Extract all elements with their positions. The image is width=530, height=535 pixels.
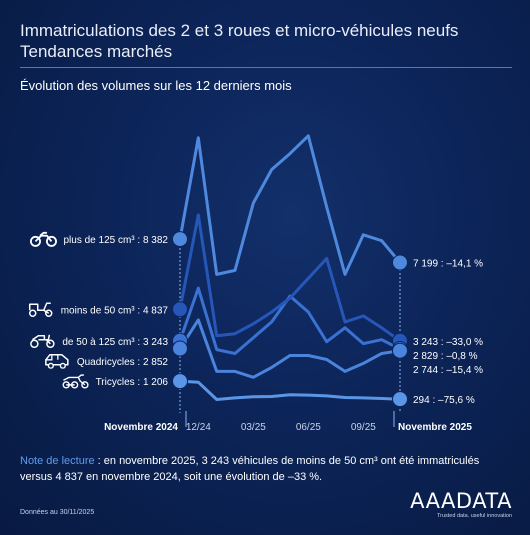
start-marker-quadricycles	[172, 340, 188, 357]
start-label-quadricycles: Quadricycles : 2 852	[77, 357, 169, 368]
end-label-moins50: 3 243 : –33,0 %	[413, 337, 483, 348]
end-marker-plus125	[392, 254, 408, 271]
page-title: Immatriculations des 2 et 3 roues et mic…	[20, 20, 515, 62]
end-label-tricycles: 294 : –75,6 %	[413, 395, 475, 406]
title-line-1: Immatriculations des 2 et 3 roues et mic…	[20, 21, 459, 40]
scooter-icon	[28, 302, 53, 318]
start-label-moins50: moins de 50 cm³ : 4 837	[61, 305, 169, 316]
scooter-125-icon	[30, 334, 55, 349]
end-label-plus125: 7 199 : –14,1 %	[413, 259, 483, 270]
series-line-plus125	[178, 134, 402, 276]
x-tick-label: 03/25	[241, 422, 266, 433]
series-line-tricycles	[178, 379, 402, 401]
end-label-quadricycles: 2 744 : –15,4 %	[413, 365, 483, 376]
reading-note-text: : en novembre 2025, 3 243 véhicules de m…	[20, 455, 480, 483]
title-divider	[20, 67, 512, 68]
logo-tagline: Trusted data. useful innovation	[436, 513, 512, 519]
start-label-de50a125: de 50 à 125 cm³ : 3 243	[62, 337, 168, 348]
car-icon	[45, 354, 69, 369]
x-tick-label: Novembre 2025	[398, 422, 472, 433]
end-marker-quadricycles	[392, 342, 408, 359]
tricycle-icon	[62, 374, 89, 389]
series-line-moins50	[178, 213, 402, 343]
motorcycle-icon	[29, 231, 57, 247]
reading-note: Note de lecture : en novembre 2025, 3 24…	[20, 453, 510, 485]
title-line-2: Tendances marchés	[20, 42, 173, 61]
line-chart: Novembre 2024 12/24 03/25 06/25 09/25 Novembr…	[28, 134, 483, 433]
data-date: Données au 30/11/2025	[20, 509, 95, 516]
end-label-de50a125: 2 829 : –0,8 %	[413, 351, 478, 362]
start-marker-tricycles	[172, 373, 188, 390]
end-marker-tricycles	[392, 391, 408, 408]
aaadata-logo: AAADATA Trusted data. useful innovation	[410, 490, 512, 519]
x-tick-label: 09/25	[351, 422, 376, 433]
x-tick-label: 06/25	[296, 422, 321, 433]
logo-wordmark: AAADATA	[410, 489, 512, 513]
x-tick-label: 12/24	[186, 422, 211, 433]
x-tick-label: Novembre 2024	[104, 422, 178, 433]
series-line-quadricycles	[178, 318, 402, 379]
start-label-plus125: plus de 125 cm³ : 8 382	[63, 235, 168, 246]
reading-note-label: Note de lecture	[20, 455, 95, 467]
start-label-tricycles: Tricycles : 1 206	[96, 377, 169, 388]
start-marker-plus125	[172, 231, 188, 248]
chart-subtitle: Évolution des volumes sur les 12 dernier…	[20, 78, 292, 93]
start-marker-moins50	[172, 301, 188, 318]
